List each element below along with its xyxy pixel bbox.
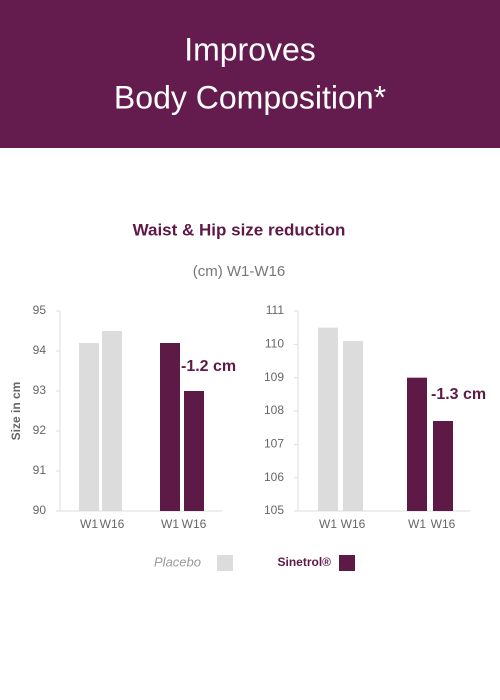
bar <box>407 377 427 511</box>
y-tick-label: 91 <box>33 463 47 477</box>
y-tick-label: 92 <box>33 423 47 437</box>
bar <box>160 343 180 511</box>
y-tick-label: 106 <box>264 470 284 484</box>
annotation: -1.3 cm <box>431 386 486 403</box>
y-tick-label: 93 <box>33 383 47 397</box>
y-tick-label: 95 <box>33 303 47 317</box>
y-tick-label: 107 <box>264 437 284 451</box>
bar <box>184 391 204 511</box>
bar <box>102 331 122 511</box>
y-tick-label: 90 <box>33 503 47 517</box>
legend-swatch <box>339 555 355 571</box>
header-band <box>0 0 500 148</box>
legend-label: Placebo <box>154 554 201 569</box>
y-tick-label: 111 <box>266 303 285 317</box>
x-tick-label: W16 <box>431 517 456 531</box>
y-tick-label: 109 <box>264 370 284 384</box>
legend-label: Sinetrol® <box>277 555 331 569</box>
annotation: -1.2 cm <box>181 358 236 375</box>
x-tick-label: W16 <box>182 517 207 531</box>
chart-subtitle: (cm) W1-W16 <box>193 263 286 280</box>
header-line: Improves <box>184 31 316 67</box>
chart-title: Waist & Hip size reduction <box>133 220 346 239</box>
y-axis-label: Size in cm <box>9 382 23 441</box>
bar <box>79 343 99 511</box>
x-tick-label: W16 <box>100 517 125 531</box>
x-tick-label: W1 <box>408 517 426 531</box>
y-tick-label: 105 <box>264 503 284 517</box>
header-line: Body Composition* <box>114 79 386 115</box>
bar <box>433 421 453 511</box>
x-tick-label: W1 <box>319 517 337 531</box>
legend-swatch <box>217 555 233 571</box>
x-tick-label: W1 <box>80 517 98 531</box>
y-tick-label: 110 <box>265 337 284 351</box>
y-tick-label: 108 <box>264 403 284 417</box>
x-tick-label: W1 <box>161 517 179 531</box>
bar <box>343 341 363 511</box>
bar <box>318 327 338 511</box>
x-tick-label: W16 <box>341 517 366 531</box>
y-tick-label: 94 <box>33 343 47 357</box>
